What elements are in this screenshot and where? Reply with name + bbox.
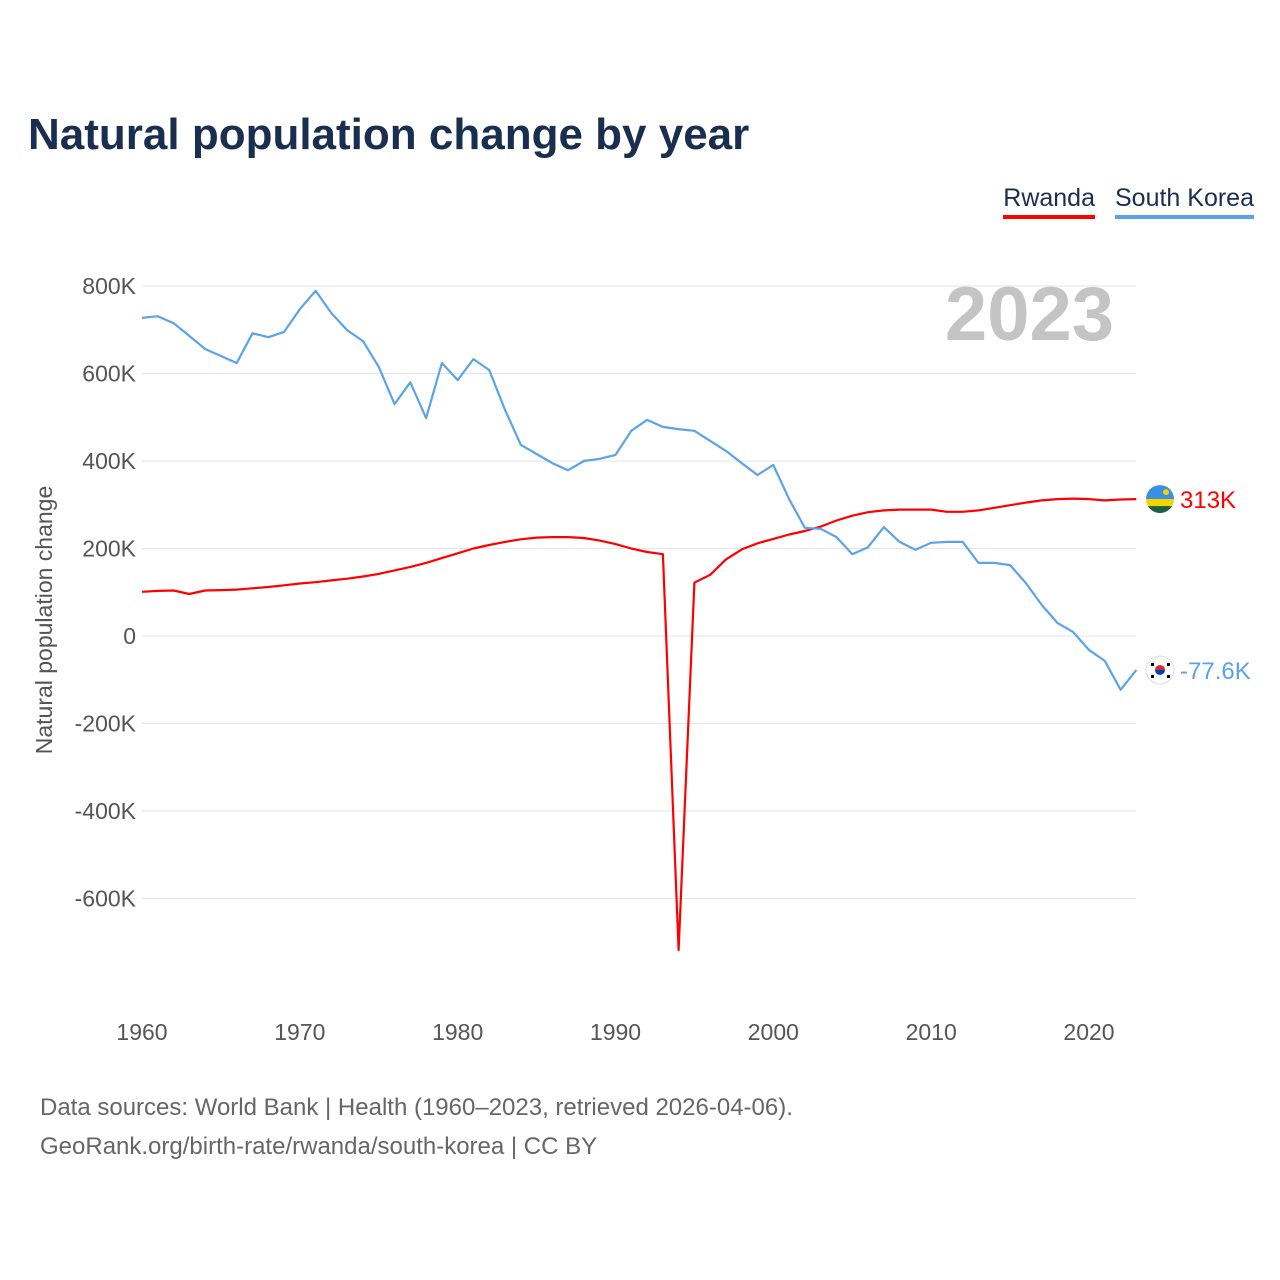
- south-korea-flag-icon: [1145, 655, 1175, 685]
- flag-trigram: [1151, 662, 1154, 666]
- end-label-south-korea: -77.6K: [1180, 658, 1251, 685]
- y-axis-label: Natural population change: [31, 486, 57, 755]
- y-tick-label: 0: [123, 623, 136, 649]
- flag-trigram: [1167, 674, 1170, 678]
- flag-green: [1146, 506, 1174, 514]
- x-tick-label: 1990: [590, 1019, 641, 1045]
- y-tick-label: 400K: [82, 448, 136, 474]
- y-tick-label: 200K: [82, 536, 136, 562]
- year-label: 2023: [945, 272, 1114, 357]
- source-link[interactable]: GeoRank.org/birth-rate/rwanda/south-kore…: [40, 1133, 598, 1160]
- footer: Data sources: World Bank | Health (1960–…: [40, 1088, 793, 1166]
- flag-sun: [1163, 489, 1169, 496]
- flag-body: [1146, 485, 1174, 514]
- series-line-rwanda: [141, 497, 1137, 952]
- flag-trigram: [1151, 674, 1154, 678]
- source-text: Data sources: World Bank | Health (1960–…: [40, 1094, 793, 1121]
- rwanda-flag-icon: [1146, 485, 1174, 514]
- y-tick-label: 800K: [82, 273, 136, 299]
- x-tick-label: 1970: [274, 1019, 325, 1045]
- y-tick-label: -200K: [75, 711, 137, 737]
- legend-item-south-korea[interactable]: South Korea: [1115, 184, 1254, 219]
- flag-yellow: [1146, 499, 1174, 507]
- legend: Rwanda South Korea: [1003, 184, 1254, 219]
- flag-trigram: [1167, 662, 1170, 666]
- x-tick-label: 2010: [906, 1019, 957, 1045]
- x-tick-label: 2020: [1063, 1019, 1114, 1045]
- end-label-rwanda: 313K: [1180, 487, 1236, 514]
- chart-title: Natural population change by year: [28, 110, 750, 159]
- y-tick-label: -600K: [75, 886, 137, 912]
- x-tick-label: 1960: [116, 1019, 167, 1045]
- legend-item-rwanda[interactable]: Rwanda: [1003, 184, 1095, 219]
- flag-blue: [1155, 669, 1165, 675]
- y-tick-label: -400K: [75, 798, 137, 824]
- series-line-south-korea: [141, 289, 1138, 691]
- flag-red: [1155, 664, 1165, 670]
- x-tick-label: 2000: [748, 1019, 799, 1045]
- flag-blue: [1146, 485, 1174, 500]
- y-tick-label: 600K: [82, 361, 136, 387]
- x-tick-label: 1980: [432, 1019, 483, 1045]
